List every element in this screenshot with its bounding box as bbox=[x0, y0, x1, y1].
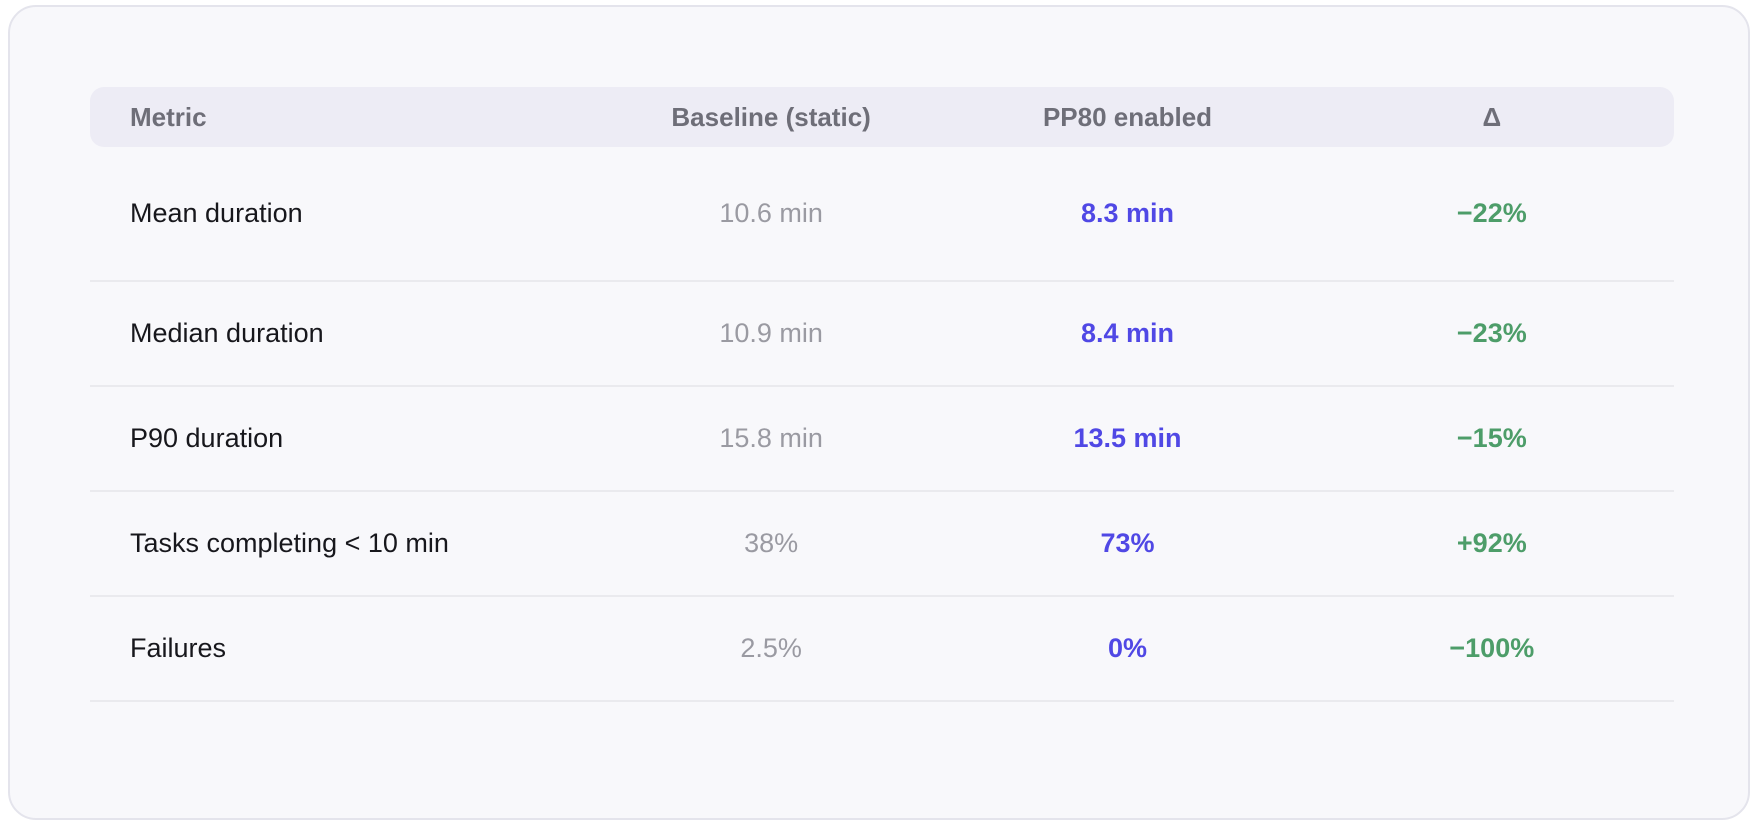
pp80-cell: 8.3 min bbox=[1080, 198, 1175, 228]
baseline-cell: 2.5% bbox=[740, 633, 802, 663]
column-header-baseline: Baseline (static) bbox=[671, 101, 871, 132]
column-header-delta: Δ bbox=[1482, 101, 1502, 132]
delta-cell: −15% bbox=[1456, 423, 1527, 453]
baseline-cell: 15.8 min bbox=[719, 423, 823, 453]
metric-cell: Tasks completing < 10 min bbox=[130, 528, 449, 558]
metric-cell: Mean duration bbox=[130, 198, 303, 228]
pp80-cell: 0% bbox=[1107, 633, 1148, 663]
table-row: P90 duration 15.8 min 13.5 min −15% bbox=[90, 387, 1674, 492]
metric-cell: P90 duration bbox=[130, 423, 284, 453]
delta-cell: +92% bbox=[1456, 528, 1527, 558]
delta-cell: −22% bbox=[1456, 198, 1527, 228]
metrics-card: Metric Baseline (static) PP80 enabled Δ … bbox=[8, 5, 1750, 820]
metrics-comparison-table: Metric Baseline (static) PP80 enabled Δ … bbox=[90, 87, 1674, 702]
pp80-cell: 13.5 min bbox=[1073, 423, 1182, 453]
metric-cell: Median duration bbox=[130, 318, 324, 348]
baseline-cell: 38% bbox=[744, 528, 799, 558]
pp80-cell: 8.4 min bbox=[1080, 318, 1175, 348]
table-body: Mean duration 10.6 min 8.3 min −22% Medi… bbox=[90, 147, 1674, 702]
table-header-row: Metric Baseline (static) PP80 enabled Δ bbox=[90, 87, 1674, 147]
delta-cell: −100% bbox=[1449, 633, 1535, 663]
column-header-metric: Metric bbox=[130, 101, 207, 132]
table-row: Tasks completing < 10 min 38% 73% +92% bbox=[90, 492, 1674, 597]
delta-cell: −23% bbox=[1456, 318, 1527, 348]
column-header-pp80: PP80 enabled bbox=[1042, 101, 1213, 132]
table-row: Failures 2.5% 0% −100% bbox=[90, 597, 1674, 702]
pp80-cell: 73% bbox=[1100, 528, 1155, 558]
table-row: Mean duration 10.6 min 8.3 min −22% bbox=[90, 147, 1674, 282]
table-row: Median duration 10.9 min 8.4 min −23% bbox=[90, 282, 1674, 387]
metric-cell: Failures bbox=[130, 633, 227, 663]
baseline-cell: 10.6 min bbox=[719, 198, 823, 228]
baseline-cell: 10.9 min bbox=[719, 318, 823, 348]
